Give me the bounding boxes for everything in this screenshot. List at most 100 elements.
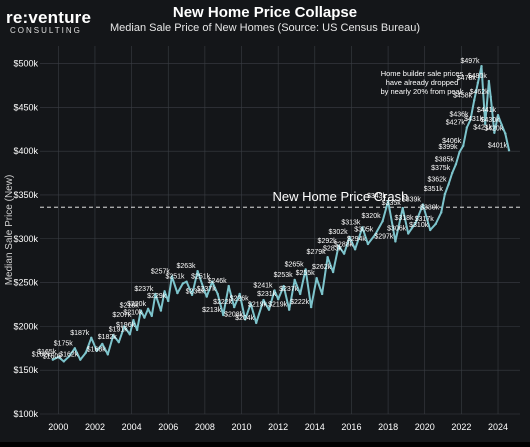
series-point <box>447 183 450 186</box>
data-label: $187k <box>70 330 90 337</box>
series-point <box>353 248 357 251</box>
data-label: $251k <box>191 274 211 281</box>
series-point <box>90 336 93 339</box>
series-point <box>222 313 225 317</box>
series-point <box>487 79 491 83</box>
y-tick-label: $100k <box>13 409 38 419</box>
data-label: $343k <box>367 193 387 200</box>
data-label: $165k <box>37 349 57 356</box>
x-tick-label: 2008 <box>195 422 215 432</box>
data-label: $431k <box>464 116 484 123</box>
data-label: $462k <box>470 89 490 96</box>
series-point <box>407 232 410 235</box>
annotation-note-line: Home builder sale prices <box>381 69 464 78</box>
data-label: $288k <box>334 241 354 248</box>
data-label: $226k <box>230 296 250 303</box>
data-label: $253k <box>274 272 294 279</box>
y-tick-label: $350k <box>13 190 38 200</box>
annotation-note-line: by nearly 20% from peak <box>381 87 464 96</box>
series-point <box>73 347 77 350</box>
series-point <box>101 342 104 346</box>
data-label: $213k <box>202 307 222 314</box>
series-point <box>68 354 71 358</box>
data-label: $257k <box>151 268 171 275</box>
series-point <box>238 292 241 296</box>
data-label: $265k <box>285 261 305 268</box>
y-axis-label: Median Sale Price (New) <box>4 175 15 286</box>
data-label: $218k <box>120 303 140 310</box>
series-point <box>440 211 443 214</box>
series-point <box>342 252 346 255</box>
series-point <box>143 316 146 319</box>
series-point <box>381 220 384 223</box>
series-point <box>282 284 285 288</box>
series-point <box>176 291 179 295</box>
data-label: $231k <box>257 291 277 298</box>
series-point <box>196 269 199 273</box>
series-point <box>476 81 480 85</box>
data-label: $478k <box>457 75 477 82</box>
series-point <box>95 349 98 353</box>
data-label: $292k <box>318 238 338 245</box>
series-point <box>249 302 252 305</box>
series-point <box>190 293 194 297</box>
series-point <box>401 206 404 210</box>
data-label: $421k <box>473 125 493 132</box>
series-point <box>483 122 487 126</box>
data-label: $306k <box>387 226 407 233</box>
data-label: $208k <box>224 311 244 318</box>
data-label: $229k <box>147 293 167 300</box>
series-point <box>84 351 88 354</box>
series-point <box>57 355 60 359</box>
data-label: $318k <box>394 215 414 222</box>
data-label: $399k <box>438 144 458 151</box>
x-tick-label: 2002 <box>85 422 105 432</box>
data-label: $219k <box>268 302 288 309</box>
series-point <box>504 132 507 135</box>
x-tick-label: 2014 <box>305 422 325 432</box>
series-point <box>227 284 230 288</box>
data-label: $305k <box>354 226 374 233</box>
y-tick-label: $300k <box>13 234 38 244</box>
series-point <box>326 255 329 259</box>
data-label: $222k <box>290 299 310 306</box>
y-tick-label: $250k <box>13 278 38 288</box>
data-label: $313k <box>341 219 361 226</box>
data-label: $330k <box>420 204 440 211</box>
data-label: $385k <box>435 156 455 163</box>
x-tick-label: 2006 <box>158 422 178 432</box>
data-label: $430k <box>481 117 501 124</box>
series-point <box>159 309 163 312</box>
series-point <box>489 95 492 99</box>
series-point <box>276 298 280 301</box>
series-point <box>421 203 425 206</box>
data-label: $283k <box>323 246 343 253</box>
series-point <box>146 307 150 311</box>
data-label: $320k <box>362 213 382 220</box>
x-tick-label: 2010 <box>232 422 252 432</box>
series-point <box>117 340 120 344</box>
series-point <box>465 126 469 129</box>
series-point <box>51 358 55 361</box>
data-label: $175k <box>54 340 74 347</box>
series-point <box>106 353 109 356</box>
x-tick-label: 2000 <box>48 422 68 432</box>
data-label: $168k <box>87 346 107 353</box>
data-label: $160k <box>43 353 63 360</box>
series-point <box>469 118 472 121</box>
data-label: $219k <box>248 302 268 309</box>
data-label: $317k <box>415 216 435 223</box>
series-point <box>414 221 417 225</box>
chart-title: New Home Price Collapse <box>172 4 358 21</box>
data-label: $237k <box>279 286 299 293</box>
series-point <box>454 163 458 166</box>
series-point <box>458 150 461 154</box>
data-label: $251k <box>165 274 185 281</box>
data-label: $162k <box>59 352 79 359</box>
series-point <box>331 270 335 274</box>
data-label: $204k <box>235 315 255 322</box>
data-label: $310k <box>409 222 429 229</box>
series-point <box>262 298 265 302</box>
series-point <box>374 233 377 236</box>
data-label: $162k <box>32 352 52 359</box>
